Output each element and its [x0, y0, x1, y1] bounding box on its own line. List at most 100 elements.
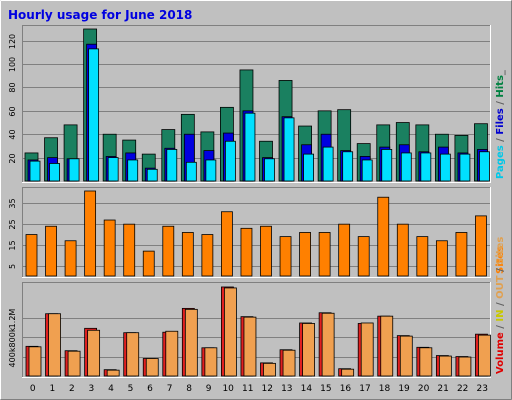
bar-pages	[381, 149, 393, 182]
x-tick-label: 19	[398, 384, 410, 394]
bar-sites	[123, 223, 136, 277]
panel-sites-y-tick-label: 5	[8, 264, 17, 269]
x-tick-label: 4	[108, 384, 114, 394]
x-tick-label: 11	[242, 384, 253, 394]
panel-hits-y-tick-label: 80	[8, 82, 17, 92]
x-tick-label: 23	[477, 384, 488, 394]
bar-pages	[107, 157, 119, 182]
panel-sites-y-tick-label: 35	[8, 198, 17, 208]
panel-hits-side-label-part: Pages	[495, 145, 506, 179]
x-tick-label: 13	[281, 384, 292, 394]
bar-out	[341, 368, 355, 377]
bar-pages	[225, 140, 236, 182]
bar-out	[263, 362, 276, 377]
panel-volume-y-tick-label: 1.2M	[8, 309, 17, 329]
x-tick-label: 0	[30, 384, 36, 394]
panel-hits-side-label: Pages / Files / Hits_	[495, 70, 506, 179]
bar-pages	[68, 158, 80, 182]
x-tick-label: 14	[301, 384, 313, 394]
x-tick-label: 12	[262, 384, 273, 394]
bar-pages	[400, 152, 412, 182]
bar-sites	[84, 190, 97, 277]
x-tick-label: 5	[128, 384, 134, 394]
panel-sites-y-tick-label: 15	[8, 240, 17, 250]
bar-out	[438, 355, 452, 377]
x-tick-label: 9	[206, 384, 212, 394]
bar-sites	[221, 211, 233, 277]
panel-volume-side-label-part: /	[495, 265, 506, 276]
bar-out	[28, 346, 42, 377]
bar-pages	[146, 168, 158, 182]
bar-out	[126, 332, 140, 377]
bar-pages	[459, 153, 471, 182]
panel-volume-side-label-part: /	[495, 299, 506, 310]
panel-sites-side-label: Sites	[495, 246, 506, 274]
bar-pages	[342, 151, 354, 182]
panel-volume-y-tick-label: 800k	[8, 327, 17, 347]
x-tick-label: 1	[49, 384, 55, 394]
bar-sites	[279, 236, 292, 277]
panel-volume-side-label-part: /	[495, 322, 506, 333]
panel-hits-bg	[22, 25, 491, 183]
panel-hits-y-tick-label: 100	[8, 57, 17, 72]
panel-hits-side-label-part: Files	[495, 108, 506, 134]
bar-sites	[299, 232, 311, 277]
bar-pages	[361, 159, 373, 182]
x-tick-label: 17	[359, 384, 370, 394]
bar-pages	[244, 112, 256, 182]
panel-hits-side-label-part: /	[495, 135, 506, 146]
x-tick-label: 18	[379, 384, 391, 394]
x-tick-label: 2	[69, 384, 75, 394]
chart-title: Hourly usage for June 2018	[8, 8, 192, 22]
bar-out	[67, 350, 81, 377]
x-tick-label: 21	[437, 384, 448, 394]
panel-volume-bg	[22, 282, 491, 378]
x-tick-label: 10	[222, 384, 234, 394]
bar-sites	[162, 225, 175, 277]
panel-hits-side-label-part: /	[495, 98, 506, 109]
x-tick-label: 15	[320, 384, 331, 394]
bar-sites	[25, 234, 38, 277]
panel-hits-y-tick-label: 120	[8, 34, 17, 49]
bar-sites	[357, 236, 370, 277]
panel-volume-side-label: Volume / IN / OUT / Sites	[495, 237, 506, 374]
bar-out	[458, 356, 472, 377]
x-tick-label: 8	[186, 384, 192, 394]
bar-sites	[377, 196, 390, 277]
bar-sites	[201, 234, 214, 277]
panel-volume-y-tick-label: 400k	[8, 347, 17, 367]
bar-sites	[455, 232, 468, 277]
bar-out	[145, 358, 159, 377]
bar-pages	[264, 158, 275, 182]
bar-out	[243, 316, 257, 377]
x-axis: 0 1 2 3 4 5 6 7 8 9 10 11 12 13 14 15 16 17 18 19 20 21 22 23	[30, 384, 488, 394]
bar-out	[282, 349, 296, 377]
bar-pages	[127, 159, 139, 182]
panel-volume-side-label-part: Sites	[495, 237, 506, 265]
bar-out	[419, 347, 433, 377]
bar-sites	[435, 240, 448, 277]
x-tick-label: 22	[457, 384, 468, 394]
bar-out	[321, 312, 335, 377]
bar-pages	[283, 117, 295, 182]
bar-out	[302, 323, 315, 377]
bar-pages	[205, 159, 217, 182]
panels-group: 20 40 60 80 100 120 Pages / Files / Hits_ 5 15 25…	[8, 25, 506, 378]
bar-sites	[181, 232, 194, 277]
bar-pages	[185, 161, 197, 182]
x-tick-label: 7	[167, 384, 173, 394]
bar-pages	[49, 163, 60, 182]
bar-sites	[396, 223, 409, 277]
bar-sites	[103, 219, 116, 277]
bar-out	[106, 369, 120, 377]
bar-sites	[260, 225, 272, 277]
panel-hits-side-label-part: _	[495, 70, 506, 75]
bar-out	[360, 322, 374, 377]
bar-out	[204, 347, 218, 377]
bar-out	[48, 313, 61, 377]
bar-pages	[303, 153, 314, 182]
bar-out	[380, 315, 394, 377]
bar-sites	[142, 250, 155, 277]
bar-sites	[45, 225, 57, 277]
